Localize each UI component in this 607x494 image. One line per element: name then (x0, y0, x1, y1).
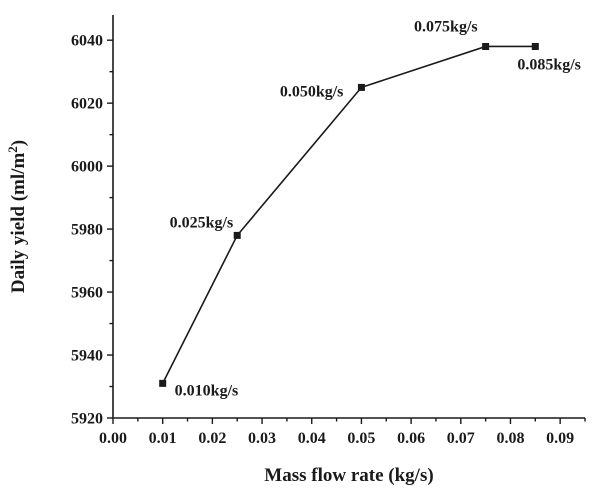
data-label: 0.025kg/s (170, 214, 234, 231)
x-tick-label: 0.02 (198, 430, 226, 447)
x-tick-label: 0.00 (99, 430, 127, 447)
x-tick-label: 0.08 (496, 430, 524, 447)
x-tick-label: 0.09 (546, 430, 574, 447)
y-axis-title-main: Daily yield (ml/m (8, 153, 29, 294)
x-tick-label: 0.07 (447, 430, 475, 447)
x-tick-label: 0.04 (298, 430, 326, 447)
axes (112, 15, 585, 419)
x-axis-title: Mass flow rate (kg/s) (264, 465, 433, 486)
data-label: 0.010kg/s (175, 382, 239, 399)
y-axis-title-tail: ) (8, 140, 29, 146)
y-axis-title: Daily yield (ml/m2) (5, 140, 29, 293)
data-label: 0.085kg/s (517, 56, 581, 73)
data-point-marker (482, 42, 490, 50)
data-point-marker (233, 231, 241, 239)
x-tick-label: 0.05 (347, 430, 375, 447)
series-group (159, 42, 539, 387)
y-tick-label: 6040 (71, 33, 103, 50)
y-tick-label: 6000 (71, 159, 103, 176)
data-label: 0.050kg/s (280, 83, 344, 100)
x-tick-label: 0.03 (248, 430, 276, 447)
y-tick-label: 5960 (71, 285, 103, 302)
y-axis-title-superscript: 2 (5, 146, 20, 153)
x-tick-label: 0.06 (397, 430, 425, 447)
data-point-marker (357, 83, 365, 91)
y-tick-label: 5920 (71, 411, 103, 428)
data-point-marker (159, 379, 167, 387)
y-tick-label: 6020 (71, 96, 103, 113)
x-tick-label: 0.01 (149, 430, 177, 447)
data-point-marker (531, 42, 539, 50)
y-tick-label: 5940 (71, 348, 103, 365)
y-tick-label: 5980 (71, 222, 103, 239)
y-ticks: 5920 5940 5960 5980 6000 6020 6040 (71, 33, 113, 428)
data-labels: 0.010kg/s 0.025kg/s 0.050kg/s 0.075kg/s 0.08… (170, 18, 581, 399)
data-label: 0.075kg/s (414, 18, 478, 35)
x-ticks: 0.00 0.01 0.02 0.03 0.04 0.05 0.06 0.07 0.08 0.09 (99, 418, 586, 447)
